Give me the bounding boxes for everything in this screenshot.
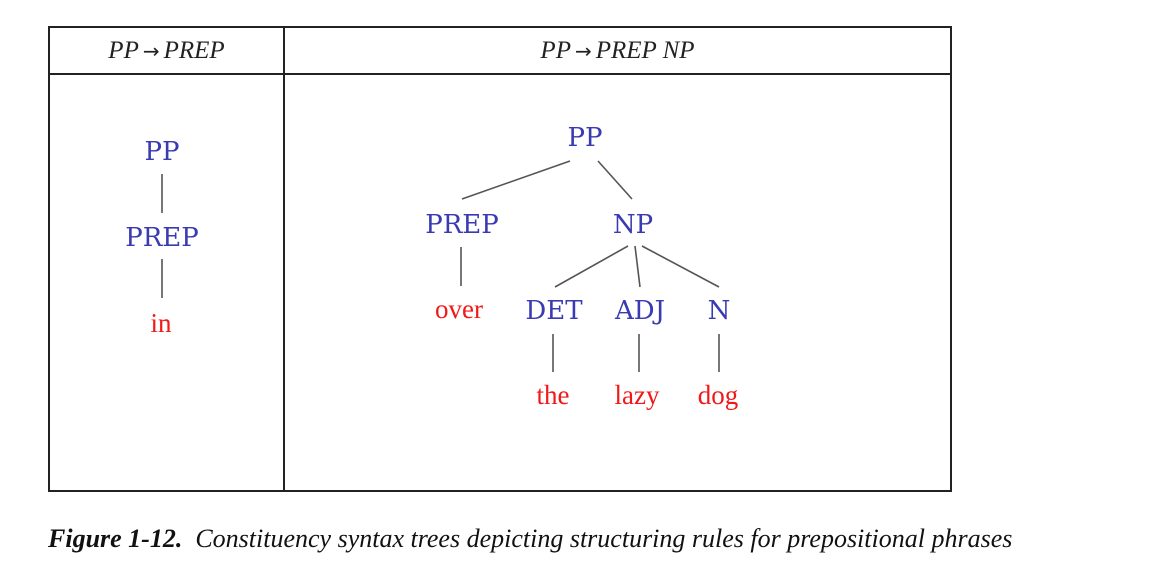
edge-np-n xyxy=(641,245,720,288)
node-np: NP xyxy=(613,210,653,240)
header-right-lhs: PP xyxy=(540,37,571,64)
tree-right: PP PREP NP DET ADJ N over the lazy dog xyxy=(425,123,738,410)
column-divider xyxy=(283,28,285,490)
arrow-icon: → xyxy=(142,39,160,63)
node-adj: ADJ xyxy=(614,296,665,326)
node-prep-left: PREP xyxy=(125,223,199,253)
edge-pp-prep xyxy=(461,160,571,200)
figure-label: Figure 1-12. xyxy=(48,524,183,553)
node-pp: PP xyxy=(568,123,603,153)
word-dog: dog xyxy=(698,380,739,410)
header-left-lhs: PP xyxy=(108,37,139,64)
word-in: in xyxy=(150,308,172,338)
word-the: the xyxy=(537,380,570,410)
edge-pp-np xyxy=(597,160,633,200)
header-rule-pp-prep: PP → PREP xyxy=(50,28,283,73)
node-det: DET xyxy=(525,296,583,326)
header-divider xyxy=(50,73,950,75)
node-n: N xyxy=(708,296,731,326)
node-prep: PREP xyxy=(425,210,499,240)
node-pp-left: PP xyxy=(145,137,180,167)
caption-text: Constituency syntax trees depicting stru… xyxy=(195,524,1013,553)
header-right-rhs: PREP NP xyxy=(595,37,695,64)
rules-table: PP → PREP PP → PREP NP xyxy=(48,26,952,492)
edge-np-det xyxy=(554,245,629,288)
figure-caption: Figure 1-12. Constituency syntax trees d… xyxy=(48,524,1012,554)
arrow-icon: → xyxy=(574,39,592,63)
header-left-rhs: PREP xyxy=(163,37,225,64)
word-lazy: lazy xyxy=(615,380,660,410)
edge-np-adj xyxy=(634,245,641,288)
tree-left: PP PREP in xyxy=(125,137,199,338)
word-over: over xyxy=(435,294,483,324)
header-rule-pp-prep-np: PP → PREP NP xyxy=(285,28,950,73)
